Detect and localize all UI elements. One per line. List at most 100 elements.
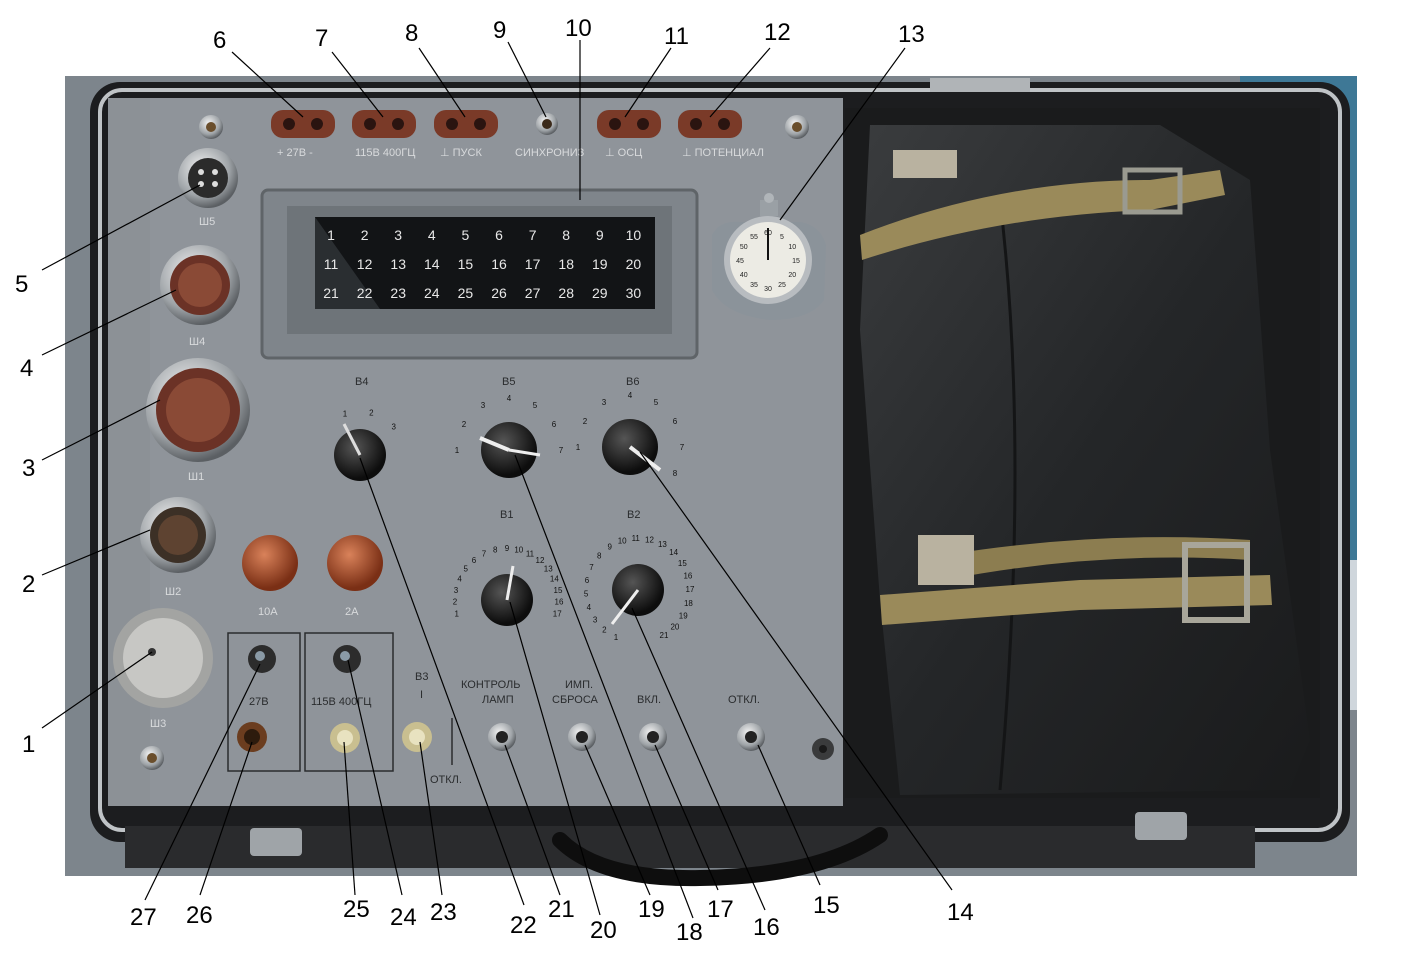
button-reset-pulse[interactable] (568, 723, 596, 751)
indicator-number: 10 (626, 227, 642, 243)
label-off: ОТКЛ. (728, 694, 760, 706)
callout-22: 22 (510, 912, 537, 939)
stopwatch[interactable]: 60510152025303540455055 (712, 193, 826, 320)
fuse-10a[interactable] (242, 535, 298, 591)
dial-tick: 5 (464, 564, 469, 573)
indicator-number: 22 (357, 285, 373, 301)
label-sh4: Ш4 (189, 336, 205, 348)
label-on: ВКЛ. (637, 694, 661, 706)
indicator-number: 7 (529, 227, 537, 243)
connector-sh5[interactable] (178, 148, 238, 208)
indicator-number: 26 (491, 285, 507, 301)
knob-b5[interactable] (479, 422, 541, 478)
dial-tick: 15 (678, 559, 687, 568)
callout-16: 16 (753, 914, 780, 941)
label-b1: В1 (500, 509, 513, 521)
socket-pusk[interactable] (434, 110, 498, 138)
callout-3: 3 (22, 455, 35, 482)
leader-lines (41, 40, 953, 919)
connector-sh2[interactable] (140, 497, 216, 573)
indicator-number: 12 (357, 256, 373, 272)
dial-tick: 4 (628, 391, 633, 400)
button-on[interactable] (639, 723, 667, 751)
dial-tick: 7 (589, 563, 594, 572)
top-sockets: + 27В - 115В 400ГЦ ⊥ ПУСК СИНХРОНИЗ ⊥ ОС… (271, 110, 764, 159)
indicator-number: 30 (626, 285, 642, 301)
callout-6: 6 (213, 27, 226, 54)
dial-tick: 5 (654, 398, 659, 407)
power-115v-section: 115В 400ГЦ (304, 632, 394, 772)
callout-9: 9 (493, 17, 506, 44)
callout-15: 15 (813, 892, 840, 919)
connector-sh1[interactable] (146, 358, 250, 462)
latch-left (250, 828, 302, 856)
indicator-number: 28 (558, 285, 574, 301)
label-115v-top: 115В 400ГЦ (355, 147, 415, 159)
label-10a: 10А (258, 606, 278, 618)
indicator-number: 20 (626, 256, 642, 272)
dial-tick: 8 (597, 551, 602, 560)
dial-tick: 2 (453, 598, 458, 607)
label-imp-1: ИМП. (565, 679, 593, 691)
dial-tick: 11 (632, 534, 641, 543)
label-potential: ⊥ ПОТЕНЦИАЛ (682, 147, 764, 159)
knob-b1[interactable] (481, 565, 533, 626)
label-b2: В2 (627, 509, 640, 521)
stopwatch-number: 10 (788, 244, 796, 251)
indicator-number: 23 (390, 285, 406, 301)
callout-23: 23 (430, 899, 457, 926)
dial-b4: 1 2 3 (343, 408, 397, 431)
power-27v-section: 27В (227, 632, 301, 772)
dial-tick: 14 (669, 548, 678, 557)
callout-18: 18 (676, 919, 703, 946)
indicator-number: 18 (558, 256, 574, 272)
toggle-b3[interactable] (402, 722, 432, 752)
label-27v: + 27В - (277, 147, 313, 159)
connector-sh3[interactable] (113, 608, 213, 708)
toggle-27v[interactable] (237, 722, 267, 752)
dial-tick: 16 (683, 571, 692, 580)
indicator-number: 1 (327, 227, 335, 243)
label-sh3: Ш3 (150, 718, 166, 730)
indicator-number: 11 (324, 256, 339, 272)
knob-b4[interactable] (334, 423, 386, 481)
stopwatch-number: 40 (740, 272, 748, 279)
dial-tick: 1 (576, 443, 581, 452)
dial-tick: 2 (602, 626, 607, 635)
stopwatch-number: 15 (792, 258, 800, 265)
stopwatch-number: 50 (740, 244, 748, 251)
dial-tick: 18 (684, 599, 693, 608)
dial-tick: 13 (544, 564, 553, 573)
callout-7: 7 (315, 25, 328, 52)
indicator-number: 5 (462, 227, 470, 243)
label-115v-section: 115В 400ГЦ (311, 696, 371, 708)
connector-sh4[interactable] (160, 245, 240, 325)
strap-bottom (880, 535, 1272, 625)
label-imp-2: СБРОСА (552, 694, 599, 706)
dial-tick: 7 (559, 446, 564, 455)
socket-potential[interactable] (678, 110, 742, 138)
socket-115v[interactable] (352, 110, 416, 138)
dial-tick: 4 (587, 603, 592, 612)
dial-tick: 10 (514, 545, 523, 554)
knob-b2[interactable] (610, 564, 664, 625)
dial-tick: 1 (614, 633, 619, 642)
callout-8: 8 (405, 20, 418, 47)
carry-handle (552, 827, 888, 887)
fuse-2a[interactable] (327, 535, 383, 591)
stopwatch-number: 35 (750, 282, 758, 289)
dial-tick: 21 (660, 631, 669, 640)
callout-26: 26 (186, 902, 213, 929)
socket-osc[interactable] (597, 110, 661, 138)
latch-right (1135, 812, 1187, 840)
socket-sync[interactable] (536, 113, 558, 135)
callout-12: 12 (764, 19, 791, 46)
callout-10: 10 (565, 15, 592, 42)
dial-tick: 1 (455, 609, 460, 618)
button-off[interactable] (737, 723, 765, 751)
socket-27v[interactable] (271, 110, 335, 138)
button-lamp-test[interactable] (488, 723, 516, 751)
toggle-115v[interactable] (330, 723, 360, 753)
label-sh5: Ш5 (199, 216, 215, 228)
